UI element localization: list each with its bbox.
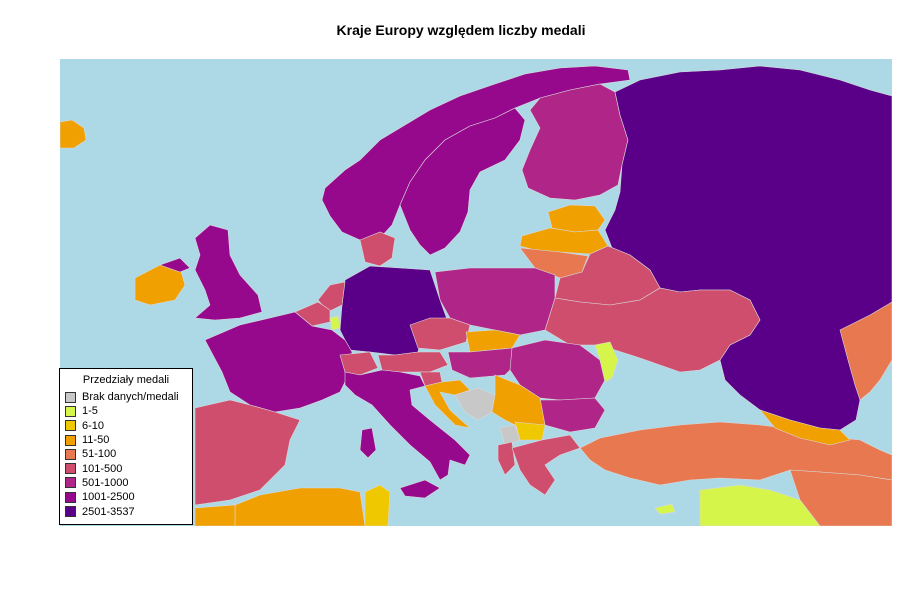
country-morocco bbox=[194, 504, 236, 526]
legend-label: 1-5 bbox=[82, 405, 98, 418]
country-tunisia bbox=[364, 484, 391, 526]
legend-swatch bbox=[65, 491, 76, 503]
country-italy bbox=[344, 369, 471, 481]
country-finland bbox=[521, 83, 629, 201]
country-sweden bbox=[399, 107, 526, 256]
country-iceland bbox=[60, 119, 87, 149]
country-slovakia bbox=[465, 329, 521, 353]
country-egypt bbox=[699, 484, 821, 526]
legend-swatch bbox=[65, 420, 76, 432]
country-switzerland bbox=[339, 351, 379, 376]
legend-item: Brak danych/medali bbox=[60, 390, 192, 404]
legend-item: 6-10 bbox=[60, 419, 192, 433]
country-georgia bbox=[759, 409, 851, 446]
legend-swatch bbox=[65, 448, 76, 460]
country-luxembourg bbox=[329, 315, 341, 331]
country-northern-ireland bbox=[159, 257, 191, 273]
country-greece bbox=[511, 434, 581, 496]
country-macedonia bbox=[514, 421, 546, 441]
legend-item: 501-1000 bbox=[60, 476, 192, 490]
legend-title: Przedziały medali bbox=[82, 374, 170, 386]
country-ukraine bbox=[544, 287, 761, 373]
country-russia bbox=[604, 65, 892, 431]
legend-label: 501-1000 bbox=[82, 476, 129, 489]
legend-swatch bbox=[65, 463, 76, 475]
legend-item: 2501-3537 bbox=[60, 504, 192, 518]
legend-swatch bbox=[65, 405, 76, 417]
legend-swatch bbox=[65, 506, 76, 518]
country-austria bbox=[377, 351, 449, 373]
country-bulgaria bbox=[539, 397, 606, 433]
legend-label: 2501-3537 bbox=[82, 505, 135, 518]
legend-swatch bbox=[65, 434, 76, 446]
legend-swatch bbox=[65, 477, 76, 489]
country-algeria bbox=[234, 487, 366, 526]
country-spain bbox=[194, 399, 301, 506]
country-denmark bbox=[359, 231, 396, 267]
country-estonia bbox=[547, 204, 606, 233]
legend-item: 1001-2500 bbox=[60, 490, 192, 504]
legend-label: 11-50 bbox=[82, 434, 110, 447]
legend-label: 6-10 bbox=[82, 419, 105, 432]
legend: Przedziały medali Brak danych/medali 1-5 6… bbox=[59, 368, 193, 525]
country-great-britain bbox=[194, 224, 263, 321]
legend-item: 51-100 bbox=[60, 447, 192, 461]
country-albania bbox=[497, 441, 516, 476]
map-title: Kraje Europy względem liczby medali bbox=[336, 22, 586, 38]
legend-swatch bbox=[65, 391, 76, 403]
legend-items: Brak danych/medali 1-5 6-10 11-50 51-100 101-… bbox=[60, 390, 192, 519]
country-kazakhstan bbox=[839, 301, 892, 401]
map-area bbox=[60, 59, 892, 526]
country-cyprus bbox=[654, 503, 676, 515]
map-canvas bbox=[60, 59, 892, 526]
legend-item: 1-5 bbox=[60, 404, 192, 418]
legend-item: 11-50 bbox=[60, 433, 192, 447]
legend-label: 51-100 bbox=[82, 448, 117, 461]
legend-label: Brak danych/medali bbox=[82, 391, 179, 404]
country-sardinia bbox=[359, 427, 377, 459]
legend-label: 101-500 bbox=[82, 462, 123, 475]
legend-item: 101-500 bbox=[60, 461, 192, 475]
country-croatia bbox=[424, 379, 472, 429]
country-sicily bbox=[399, 479, 441, 499]
country-moldova bbox=[594, 341, 619, 383]
legend-label: 1001-2500 bbox=[82, 491, 135, 504]
